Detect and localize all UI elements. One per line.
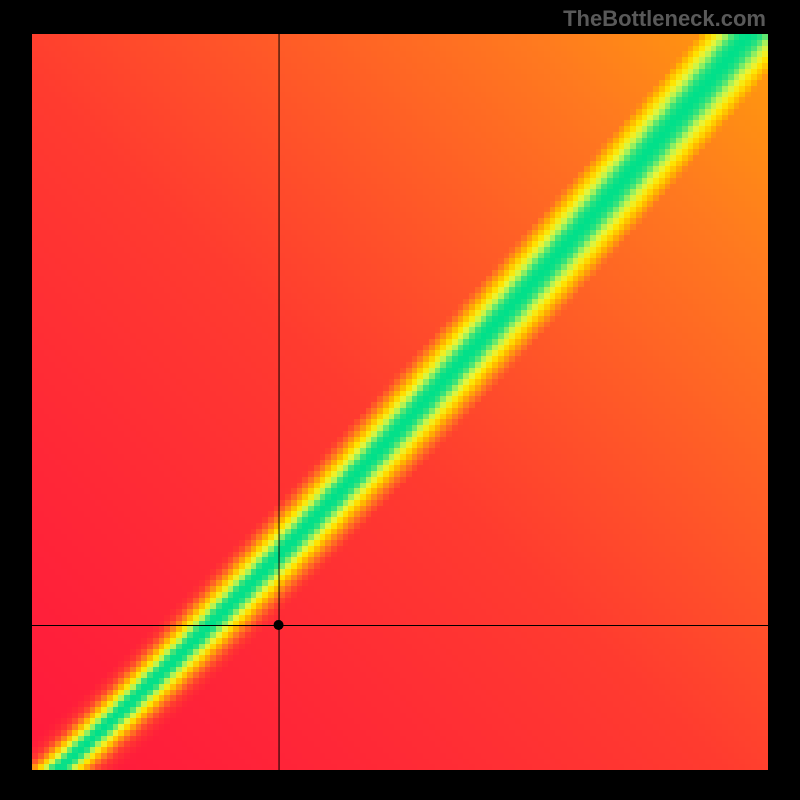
chart-container: TheBottleneck.com (0, 0, 800, 800)
watermark-text: TheBottleneck.com (563, 6, 766, 32)
bottleneck-heatmap (32, 34, 768, 770)
